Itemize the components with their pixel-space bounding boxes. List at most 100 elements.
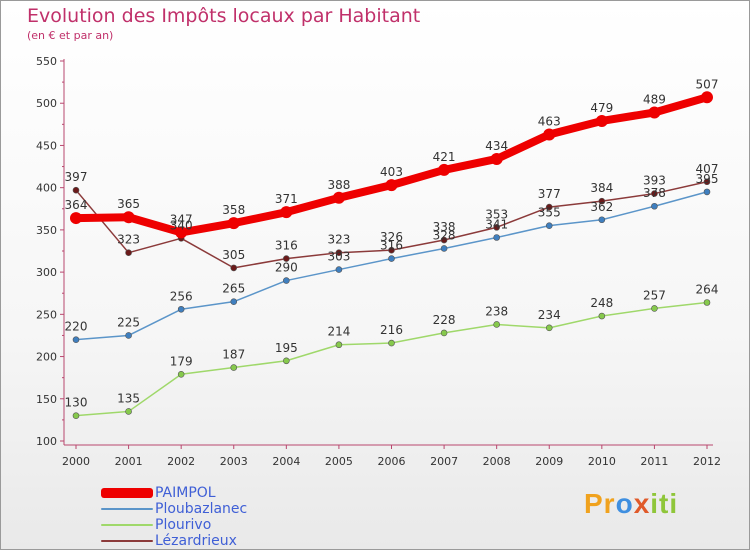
data-label: 397 [65,170,88,184]
data-point [177,305,185,313]
data-label: 358 [222,203,245,217]
x-tick-label: 2005 [325,455,353,468]
y-tick-label: 250 [36,308,57,321]
data-label: 328 [433,228,456,242]
data-label: 507 [696,77,719,91]
data-label: 463 [538,114,561,128]
data-point [72,412,80,419]
y-tick-label: 550 [36,55,57,68]
data-point [230,264,238,272]
data-point [595,114,608,127]
data-label: 323 [327,233,350,247]
legend-item-paimpol: PAIMPOL [101,485,247,501]
data-label: 388 [327,178,350,192]
data-point [177,370,185,378]
legend-label: Plourivo [155,517,212,533]
y-tick-label: 450 [36,139,57,152]
data-label: 257 [643,288,666,302]
data-label: 393 [643,174,666,188]
data-point [493,321,500,328]
data-label: 355 [538,206,561,220]
data-label: 377 [538,187,561,201]
data-point [598,197,606,205]
data-label: 265 [222,282,245,296]
x-tick-label: 2010 [588,455,616,468]
data-label: 365 [117,197,140,211]
data-label: 303 [327,250,350,264]
data-label: 407 [696,162,719,176]
data-label: 347 [170,212,193,226]
data-point [440,329,448,337]
data-point [335,266,343,273]
data-label: 234 [538,308,561,322]
data-label: 378 [643,186,666,200]
data-label: 264 [696,283,719,297]
data-label: 341 [485,217,508,231]
y-tick-label: 350 [36,224,57,237]
data-point [701,91,713,104]
data-point [703,299,711,306]
x-tick-label: 2006 [378,455,406,468]
x-tick-label: 2011 [640,455,668,468]
data-label: 340 [170,218,193,232]
x-tick-label: 2000 [62,455,90,468]
y-tick-label: 500 [36,97,57,110]
data-label: 256 [170,289,193,303]
data-point [490,152,503,165]
data-point [70,212,82,225]
data-label: 421 [433,150,456,164]
data-label: 290 [275,261,298,275]
data-point [545,324,553,332]
data-point [440,236,448,244]
data-label: 305 [222,248,245,262]
legend-swatch-paimpol [101,488,153,498]
x-tick-label: 2003 [220,455,248,468]
data-label: 338 [433,220,456,234]
x-tick-label: 2008 [483,455,511,468]
y-tick-label: 300 [36,266,57,279]
x-tick-label: 2001 [115,455,143,468]
data-label: 220 [65,320,88,334]
data-label: 238 [485,304,508,318]
data-point [598,312,606,320]
data-label: 434 [485,139,508,153]
data-label: 384 [590,181,613,195]
data-point [335,341,343,349]
data-label: 316 [380,239,403,253]
data-point [72,186,80,194]
data-label: 316 [275,239,298,253]
data-label: 187 [222,348,245,362]
data-point [388,339,395,347]
data-point [125,408,132,415]
x-tick-label: 2012 [693,455,721,468]
data-point [283,357,290,365]
data-point [175,226,188,239]
data-point [385,179,398,192]
data-label: 403 [380,165,403,179]
data-label: 353 [485,207,508,221]
x-tick-label: 2004 [272,455,300,468]
data-point [651,190,658,197]
data-label: 225 [117,315,140,329]
data-label: 364 [65,198,88,212]
data-point [545,203,553,211]
data-point [125,249,132,256]
legend-label: Ploubazlanec [155,501,248,517]
data-label: 214 [327,325,350,339]
legend-item-plourivo: Plourivo [101,517,247,533]
data-point [283,255,290,262]
data-point [545,222,553,229]
data-point [651,202,658,210]
data-label: 135 [117,391,140,405]
data-point [648,106,661,119]
legend-swatch-ploubazlanec [101,508,153,510]
data-label: 248 [590,296,613,310]
data-label: 130 [65,396,88,410]
data-label: 479 [590,101,613,115]
x-tick-label: 2009 [535,455,563,468]
data-point [335,249,343,256]
data-point [703,188,711,196]
data-label: 489 [643,93,666,107]
legend-swatch-plourivo [101,524,153,526]
